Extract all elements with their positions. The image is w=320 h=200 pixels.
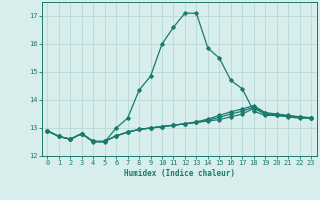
X-axis label: Humidex (Indice chaleur): Humidex (Indice chaleur) — [124, 169, 235, 178]
